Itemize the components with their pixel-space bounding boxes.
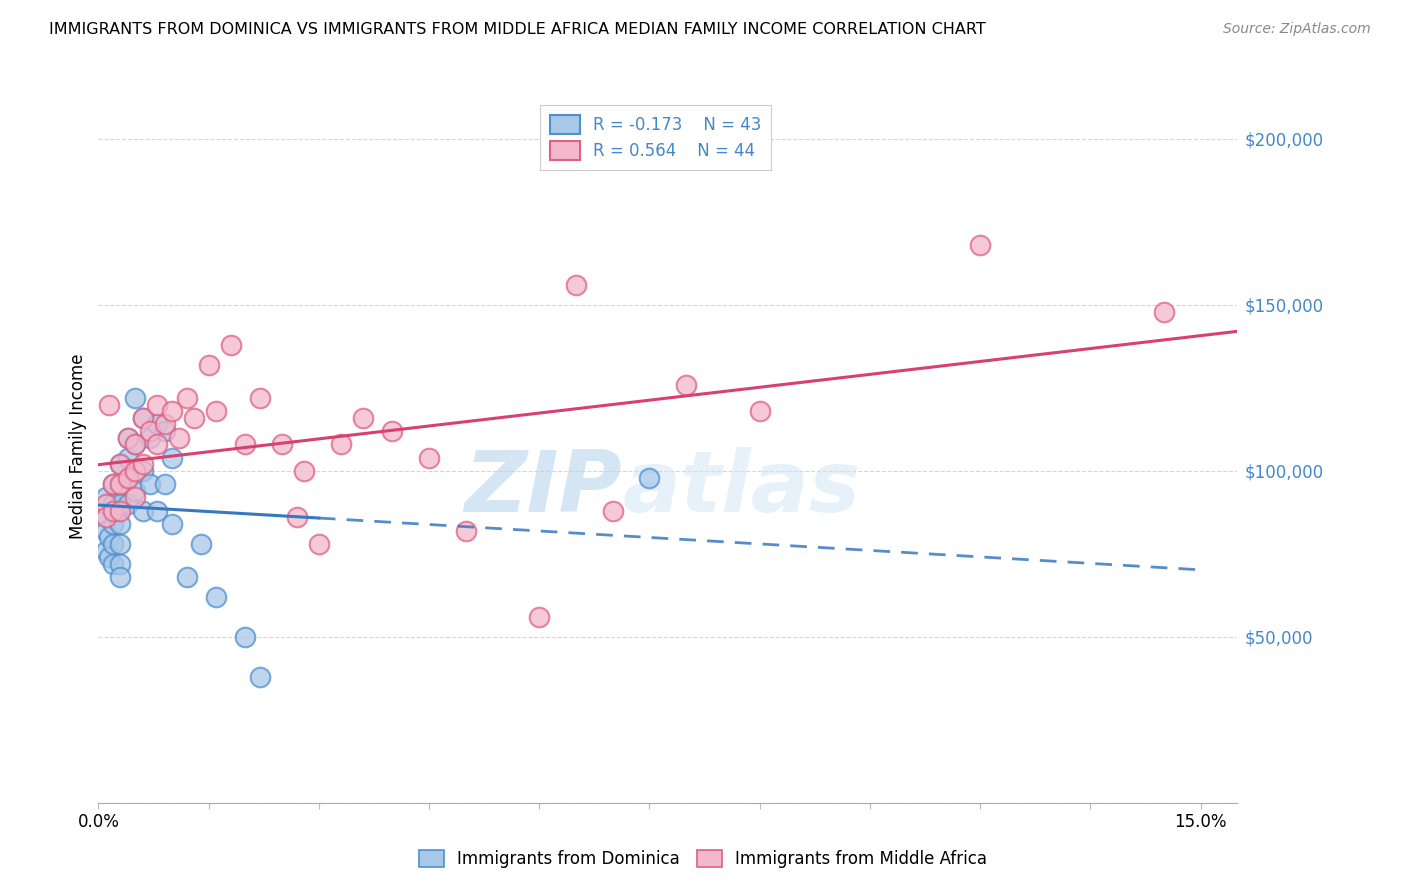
Point — [117, 497, 139, 511]
Point — [329, 437, 352, 451]
Point — [124, 491, 146, 505]
Point — [285, 510, 308, 524]
Point — [139, 431, 162, 445]
Point — [292, 464, 315, 478]
Point — [110, 570, 132, 584]
Point — [94, 524, 117, 538]
Point — [94, 510, 117, 524]
Point — [105, 504, 128, 518]
Point — [124, 464, 146, 478]
Legend: Immigrants from Dominica, Immigrants from Middle Africa: Immigrants from Dominica, Immigrants fro… — [412, 843, 994, 875]
Point — [190, 537, 212, 551]
Point — [418, 450, 440, 465]
Point — [249, 670, 271, 684]
Point — [117, 450, 139, 465]
Point — [117, 431, 139, 445]
Point — [110, 477, 132, 491]
Point — [101, 537, 124, 551]
Point — [110, 516, 132, 531]
Point — [176, 391, 198, 405]
Point — [153, 477, 176, 491]
Point — [205, 590, 228, 604]
Point — [131, 410, 153, 425]
Point — [131, 410, 153, 425]
Point — [94, 497, 117, 511]
Point — [131, 457, 153, 471]
Point — [219, 338, 242, 352]
Point — [529, 610, 551, 624]
Point — [454, 524, 477, 538]
Point — [176, 570, 198, 584]
Point — [94, 491, 117, 505]
Text: atlas: atlas — [623, 447, 860, 531]
Point — [98, 530, 121, 544]
Point — [271, 437, 294, 451]
Point — [146, 417, 169, 432]
Point — [101, 477, 124, 491]
Point — [160, 516, 183, 531]
Point — [205, 404, 228, 418]
Point — [602, 504, 624, 518]
Legend: R = -0.173    N = 43, R = 0.564    N = 44: R = -0.173 N = 43, R = 0.564 N = 44 — [540, 104, 772, 169]
Point — [117, 470, 139, 484]
Point — [98, 550, 121, 565]
Point — [153, 424, 176, 438]
Point — [183, 410, 205, 425]
Point — [110, 457, 132, 471]
Point — [110, 557, 132, 571]
Point — [131, 504, 153, 518]
Point — [139, 477, 162, 491]
Text: IMMIGRANTS FROM DOMINICA VS IMMIGRANTS FROM MIDDLE AFRICA MEDIAN FAMILY INCOME C: IMMIGRANTS FROM DOMINICA VS IMMIGRANTS F… — [49, 22, 986, 37]
Point — [101, 557, 124, 571]
Point — [117, 470, 139, 484]
Point — [638, 470, 661, 484]
Point — [748, 404, 770, 418]
Point — [101, 504, 124, 518]
Point — [146, 437, 169, 451]
Point — [197, 358, 219, 372]
Point — [167, 431, 190, 445]
Point — [381, 424, 404, 438]
Point — [565, 278, 588, 293]
Point — [110, 497, 132, 511]
Point — [160, 404, 183, 418]
Point — [124, 437, 146, 451]
Point — [124, 483, 146, 498]
Point — [308, 537, 330, 551]
Point — [101, 516, 124, 531]
Point — [153, 417, 176, 432]
Point — [139, 424, 162, 438]
Point — [110, 537, 132, 551]
Point — [146, 504, 169, 518]
Text: ZIP: ZIP — [464, 447, 623, 531]
Point — [124, 437, 146, 451]
Point — [101, 497, 124, 511]
Point — [1153, 304, 1175, 318]
Point — [235, 630, 257, 644]
Point — [249, 391, 271, 405]
Point — [160, 450, 183, 465]
Point — [94, 543, 117, 558]
Point — [110, 477, 132, 491]
Point — [675, 377, 697, 392]
Point — [110, 504, 132, 518]
Point — [235, 437, 257, 451]
Point — [131, 464, 153, 478]
Point — [94, 510, 117, 524]
Point — [101, 477, 124, 491]
Point — [110, 457, 132, 471]
Point — [352, 410, 374, 425]
Point — [117, 431, 139, 445]
Point — [969, 238, 991, 252]
Point — [98, 397, 121, 411]
Point — [124, 391, 146, 405]
Point — [146, 397, 169, 411]
Y-axis label: Median Family Income: Median Family Income — [69, 353, 87, 539]
Text: Source: ZipAtlas.com: Source: ZipAtlas.com — [1223, 22, 1371, 37]
